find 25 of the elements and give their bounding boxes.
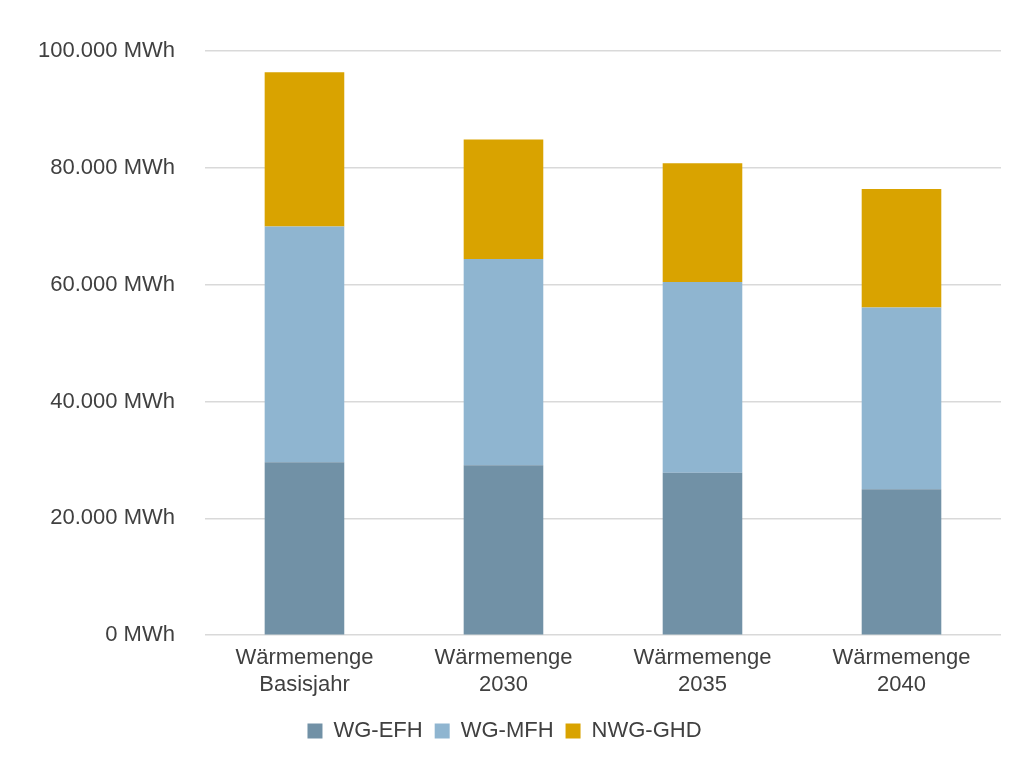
bar [861,489,942,635]
x-tick-label: Wärmemenge 2030 [434,644,573,696]
x-tick-label: Wärmemenge Basisjahr [235,644,374,696]
bar [463,465,544,635]
y-tick-label: 0 MWh [105,621,175,647]
bar [463,139,544,260]
bar [264,226,345,463]
legend-label: WG-MFH [460,717,554,743]
x-tick-label: Wärmemenge 2035 [633,644,772,696]
legend-label: NWG-GHD [591,717,702,743]
bar [264,72,345,227]
x-tick-label: Wärmemenge 2040 [832,644,971,696]
legend-label: WG-EFH [333,717,423,743]
bar [463,259,544,466]
bar [662,163,743,282]
y-tick-label: 20.000 MWh [50,504,175,530]
bar [861,189,942,308]
bar [861,307,942,490]
y-tick-label: 60.000 MWh [50,270,175,296]
bar [662,472,743,635]
bar [662,281,743,473]
y-tick-label: 80.000 MWh [50,154,175,180]
bar [264,462,345,635]
y-tick-label: 40.000 MWh [50,387,175,413]
y-tick-label: 100.000 MWh [37,37,175,63]
